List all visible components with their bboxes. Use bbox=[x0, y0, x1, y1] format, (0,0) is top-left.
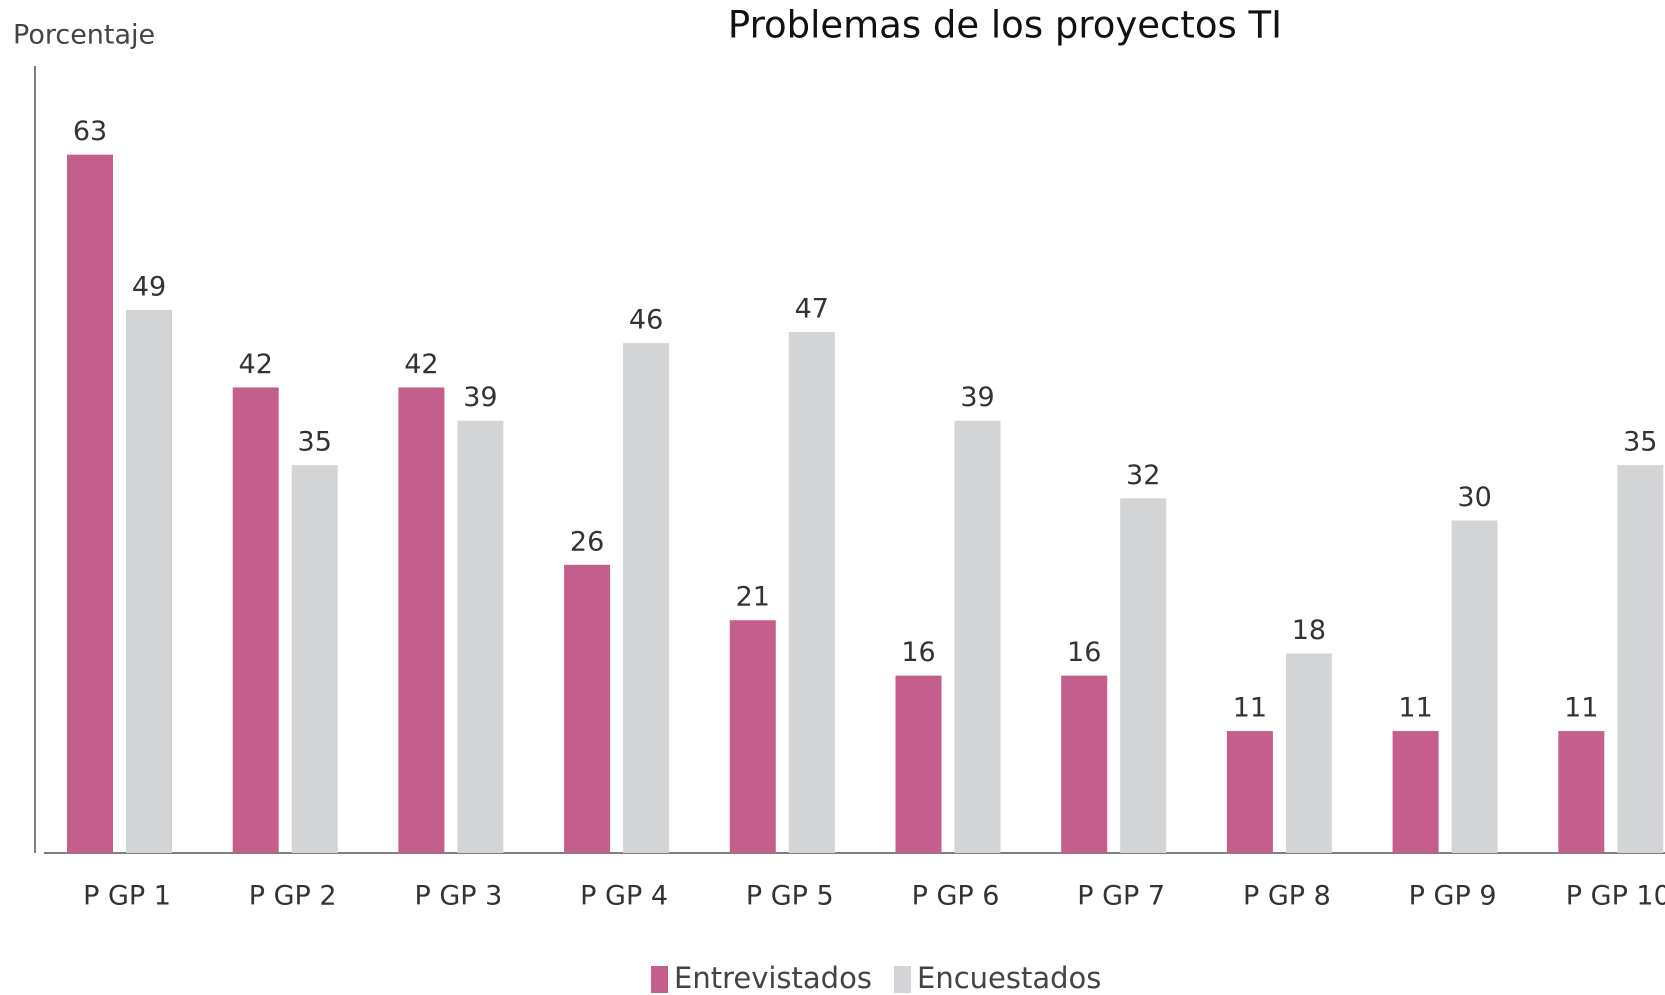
value-label: 21 bbox=[736, 582, 770, 613]
value-label: 30 bbox=[1457, 482, 1491, 513]
bar bbox=[67, 154, 113, 854]
x-tick-label: P GP 5 bbox=[746, 881, 834, 912]
x-tick-label: P GP 2 bbox=[249, 881, 337, 912]
bar bbox=[1285, 653, 1332, 853]
x-tick-label: P GP 6 bbox=[912, 881, 1000, 912]
bar bbox=[623, 343, 670, 853]
bar bbox=[954, 420, 1001, 853]
chart-title: Problemas de los proyectos TI bbox=[728, 4, 1282, 47]
x-tick-label: P GP 10 bbox=[1566, 881, 1665, 912]
x-tick-label: P GP 7 bbox=[1077, 881, 1165, 912]
value-label: 49 bbox=[132, 271, 166, 302]
legend-label: Encuestados bbox=[917, 961, 1101, 995]
value-label: 26 bbox=[570, 526, 604, 557]
value-label: 42 bbox=[239, 349, 273, 380]
x-tick-label: P GP 8 bbox=[1243, 881, 1331, 912]
bar bbox=[1617, 465, 1664, 853]
bar bbox=[126, 309, 172, 854]
bar bbox=[291, 465, 338, 853]
value-label: 11 bbox=[1398, 693, 1432, 724]
value-label: 39 bbox=[463, 382, 497, 413]
value-label: 35 bbox=[298, 427, 332, 458]
bar bbox=[232, 387, 279, 853]
value-label: 46 bbox=[629, 305, 663, 336]
bar bbox=[1061, 675, 1108, 853]
value-label: 11 bbox=[1233, 693, 1267, 724]
bar bbox=[1226, 731, 1273, 853]
value-label: 16 bbox=[1067, 637, 1101, 668]
bar bbox=[729, 620, 776, 853]
bar bbox=[564, 564, 611, 853]
y-axis-label: Porcentaje bbox=[13, 20, 155, 51]
legend-swatch bbox=[894, 966, 911, 993]
bar bbox=[1451, 520, 1498, 853]
legend-swatch bbox=[651, 966, 668, 993]
value-label: 39 bbox=[960, 382, 994, 413]
value-label: 32 bbox=[1126, 460, 1160, 491]
legend-label: Entrevistados bbox=[674, 961, 872, 995]
x-tick-label: P GP 9 bbox=[1409, 881, 1497, 912]
bar bbox=[1558, 731, 1605, 853]
bar bbox=[1392, 731, 1439, 853]
value-label: 63 bbox=[73, 116, 107, 147]
value-label: 18 bbox=[1292, 615, 1326, 646]
x-tick-label: P GP 4 bbox=[580, 881, 668, 912]
value-label: 11 bbox=[1564, 693, 1598, 724]
bar bbox=[457, 420, 504, 853]
value-label: 42 bbox=[404, 349, 438, 380]
x-tick-label: P GP 1 bbox=[83, 881, 171, 912]
bar bbox=[788, 332, 835, 853]
value-label: 47 bbox=[795, 294, 829, 325]
value-label: 16 bbox=[901, 637, 935, 668]
value-label: 35 bbox=[1623, 427, 1657, 458]
bar bbox=[1120, 498, 1167, 853]
x-tick-label: P GP 3 bbox=[414, 881, 502, 912]
bar bbox=[895, 675, 942, 853]
bar bbox=[398, 387, 445, 853]
